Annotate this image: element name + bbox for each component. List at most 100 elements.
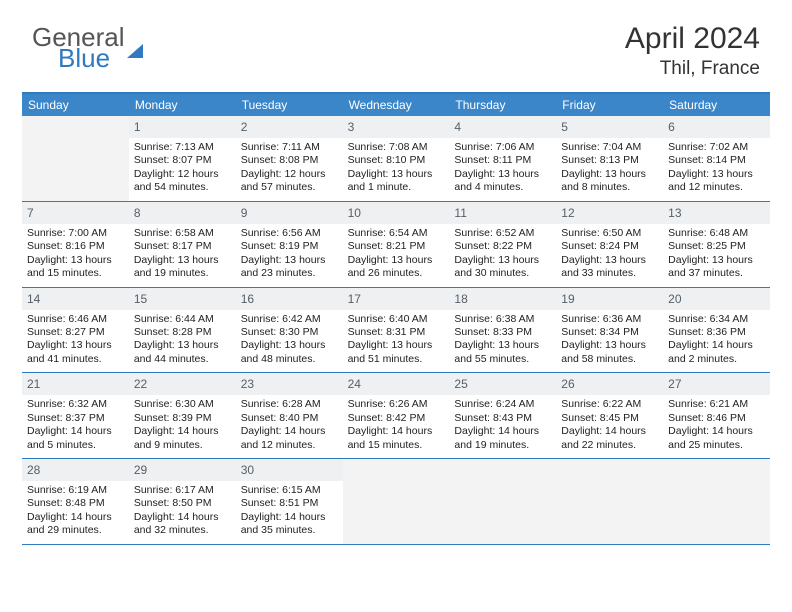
daynum-bar: 20 — [663, 288, 770, 310]
empty-cell — [556, 459, 663, 544]
sunrise-line: Sunrise: 7:06 AM — [454, 141, 551, 154]
sunrise-line: Sunrise: 7:08 AM — [348, 141, 445, 154]
daylight-line: Daylight: 13 hours and 58 minutes. — [561, 339, 658, 366]
daynum-bar: 10 — [343, 202, 450, 224]
sunset-line: Sunset: 8:07 PM — [134, 154, 231, 167]
daynum-bar: 1 — [129, 116, 236, 138]
sunset-line: Sunset: 8:40 PM — [241, 412, 338, 425]
daylight-line: Daylight: 13 hours and 51 minutes. — [348, 339, 445, 366]
sunrise-line: Sunrise: 6:40 AM — [348, 313, 445, 326]
day-cell: 29Sunrise: 6:17 AMSunset: 8:50 PMDayligh… — [129, 459, 236, 544]
daynum-bar: 25 — [449, 373, 556, 395]
sunset-line: Sunset: 8:48 PM — [27, 497, 124, 510]
sunrise-line: Sunrise: 6:56 AM — [241, 227, 338, 240]
day-number: 24 — [348, 377, 361, 391]
day-cell: 15Sunrise: 6:44 AMSunset: 8:28 PMDayligh… — [129, 288, 236, 373]
day-cell: 8Sunrise: 6:58 AMSunset: 8:17 PMDaylight… — [129, 202, 236, 287]
dow-header-row: SundayMondayTuesdayWednesdayThursdayFrid… — [22, 94, 770, 116]
day-number: 22 — [134, 377, 147, 391]
sunset-line: Sunset: 8:19 PM — [241, 240, 338, 253]
sunrise-line: Sunrise: 6:21 AM — [668, 398, 765, 411]
sunrise-line: Sunrise: 6:46 AM — [27, 313, 124, 326]
sunrise-line: Sunrise: 6:54 AM — [348, 227, 445, 240]
empty-cell — [663, 459, 770, 544]
daylight-line: Daylight: 14 hours and 32 minutes. — [134, 511, 231, 538]
logo-word-2: Blue — [58, 43, 125, 74]
sunrise-line: Sunrise: 6:15 AM — [241, 484, 338, 497]
day-cell: 16Sunrise: 6:42 AMSunset: 8:30 PMDayligh… — [236, 288, 343, 373]
day-number: 16 — [241, 292, 254, 306]
day-cell: 22Sunrise: 6:30 AMSunset: 8:39 PMDayligh… — [129, 373, 236, 458]
daylight-line: Daylight: 13 hours and 26 minutes. — [348, 254, 445, 281]
sunset-line: Sunset: 8:08 PM — [241, 154, 338, 167]
day-cell: 19Sunrise: 6:36 AMSunset: 8:34 PMDayligh… — [556, 288, 663, 373]
daynum-bar: 22 — [129, 373, 236, 395]
week-row: 7Sunrise: 7:00 AMSunset: 8:16 PMDaylight… — [22, 202, 770, 288]
day-number: 5 — [561, 120, 568, 134]
day-number: 15 — [134, 292, 147, 306]
sunrise-line: Sunrise: 6:19 AM — [27, 484, 124, 497]
sunset-line: Sunset: 8:11 PM — [454, 154, 551, 167]
daylight-line: Daylight: 12 hours and 57 minutes. — [241, 168, 338, 195]
daylight-line: Daylight: 13 hours and 33 minutes. — [561, 254, 658, 281]
month-title: April 2024 — [625, 22, 760, 56]
daylight-line: Daylight: 13 hours and 4 minutes. — [454, 168, 551, 195]
sunset-line: Sunset: 8:22 PM — [454, 240, 551, 253]
day-cell: 11Sunrise: 6:52 AMSunset: 8:22 PMDayligh… — [449, 202, 556, 287]
daylight-line: Daylight: 14 hours and 2 minutes. — [668, 339, 765, 366]
sunset-line: Sunset: 8:10 PM — [348, 154, 445, 167]
day-cell: 7Sunrise: 7:00 AMSunset: 8:16 PMDaylight… — [22, 202, 129, 287]
sunrise-line: Sunrise: 7:02 AM — [668, 141, 765, 154]
daynum-bar: 5 — [556, 116, 663, 138]
daylight-line: Daylight: 13 hours and 8 minutes. — [561, 168, 658, 195]
day-cell: 20Sunrise: 6:34 AMSunset: 8:36 PMDayligh… — [663, 288, 770, 373]
daynum-bar: 17 — [343, 288, 450, 310]
daylight-line: Daylight: 14 hours and 22 minutes. — [561, 425, 658, 452]
daynum-bar: 28 — [22, 459, 129, 481]
sunset-line: Sunset: 8:39 PM — [134, 412, 231, 425]
sunrise-line: Sunrise: 7:13 AM — [134, 141, 231, 154]
daynum-bar: 18 — [449, 288, 556, 310]
day-cell: 24Sunrise: 6:26 AMSunset: 8:42 PMDayligh… — [343, 373, 450, 458]
day-number: 3 — [348, 120, 355, 134]
day-number: 30 — [241, 463, 254, 477]
daylight-line: Daylight: 13 hours and 55 minutes. — [454, 339, 551, 366]
dow-header: Friday — [556, 94, 663, 116]
day-number: 26 — [561, 377, 574, 391]
day-number: 23 — [241, 377, 254, 391]
day-cell: 2Sunrise: 7:11 AMSunset: 8:08 PMDaylight… — [236, 116, 343, 201]
day-number: 4 — [454, 120, 461, 134]
daylight-line: Daylight: 13 hours and 48 minutes. — [241, 339, 338, 366]
dow-header: Sunday — [22, 94, 129, 116]
daylight-line: Daylight: 14 hours and 15 minutes. — [348, 425, 445, 452]
day-number: 10 — [348, 206, 361, 220]
day-cell: 27Sunrise: 6:21 AMSunset: 8:46 PMDayligh… — [663, 373, 770, 458]
sunset-line: Sunset: 8:13 PM — [561, 154, 658, 167]
daylight-line: Daylight: 13 hours and 41 minutes. — [27, 339, 124, 366]
sunset-line: Sunset: 8:43 PM — [454, 412, 551, 425]
sunrise-line: Sunrise: 6:38 AM — [454, 313, 551, 326]
day-number: 2 — [241, 120, 248, 134]
daylight-line: Daylight: 13 hours and 44 minutes. — [134, 339, 231, 366]
daynum-bar: 19 — [556, 288, 663, 310]
daynum-bar: 2 — [236, 116, 343, 138]
day-number: 8 — [134, 206, 141, 220]
daynum-bar: 21 — [22, 373, 129, 395]
daynum-bar: 24 — [343, 373, 450, 395]
day-number: 25 — [454, 377, 467, 391]
sunset-line: Sunset: 8:51 PM — [241, 497, 338, 510]
daynum-bar: 12 — [556, 202, 663, 224]
daylight-line: Daylight: 13 hours and 1 minute. — [348, 168, 445, 195]
daylight-line: Daylight: 13 hours and 23 minutes. — [241, 254, 338, 281]
day-cell: 13Sunrise: 6:48 AMSunset: 8:25 PMDayligh… — [663, 202, 770, 287]
daynum-bar: 8 — [129, 202, 236, 224]
day-number: 7 — [27, 206, 34, 220]
daynum-bar: 9 — [236, 202, 343, 224]
day-number: 28 — [27, 463, 40, 477]
sunset-line: Sunset: 8:16 PM — [27, 240, 124, 253]
day-cell: 30 Sunrise: 6:15 AMSunset: 8:51 PMDayligh… — [236, 459, 343, 544]
sunrise-line: Sunrise: 6:42 AM — [241, 313, 338, 326]
day-cell: 28Sunrise: 6:19 AMSunset: 8:48 PMDayligh… — [22, 459, 129, 544]
dow-header: Saturday — [663, 94, 770, 116]
daylight-line: Daylight: 14 hours and 35 minutes. — [241, 511, 338, 538]
